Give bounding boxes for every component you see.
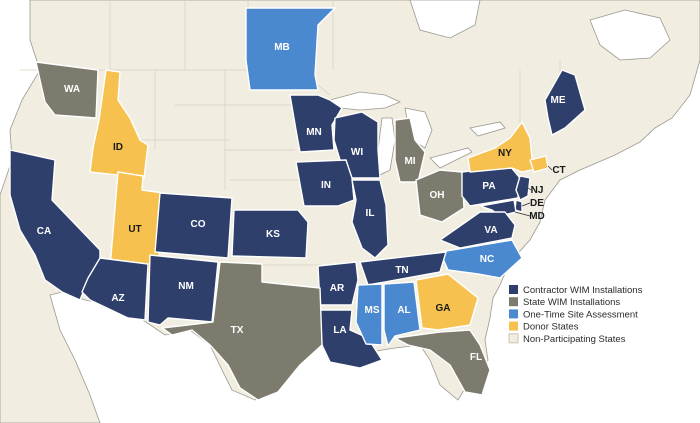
state-NJ xyxy=(515,175,531,201)
label-OH: OH xyxy=(430,190,445,201)
state-IL xyxy=(351,179,389,259)
label-AR: AR xyxy=(330,283,345,294)
state-TN xyxy=(359,251,447,286)
hudson-bay-water xyxy=(409,0,481,39)
state-AZ xyxy=(81,257,149,321)
state-CO xyxy=(154,192,233,259)
label-AZ: AZ xyxy=(111,293,124,304)
state-MD xyxy=(479,199,517,217)
label-ID: ID xyxy=(113,142,123,153)
label-NC: NC xyxy=(480,254,494,265)
province-border xyxy=(109,0,334,70)
leader-DE xyxy=(521,202,531,207)
label-UT: UT xyxy=(128,224,141,235)
gulf-of-st-lawrence xyxy=(589,9,671,61)
label-GA: GA xyxy=(436,303,451,314)
label-MI: MI xyxy=(404,156,415,167)
label-MN: MN xyxy=(306,127,322,138)
lake-ontario xyxy=(469,121,506,137)
state-MB xyxy=(245,7,336,91)
state-IN xyxy=(295,159,355,207)
state-TX xyxy=(161,261,323,401)
label-DE: DE xyxy=(530,198,544,209)
state-MI xyxy=(394,117,426,183)
state-MS xyxy=(355,283,383,346)
label-PA: PA xyxy=(482,181,495,192)
leader-lines xyxy=(514,165,553,217)
state-ME xyxy=(544,69,586,136)
label-NJ: NJ xyxy=(531,185,544,196)
state-OH xyxy=(415,169,465,223)
state-WA xyxy=(35,61,99,119)
state-NY xyxy=(467,121,541,173)
legend-label-onetime: One-Time Site Assessment xyxy=(523,309,638,320)
state-NC xyxy=(439,239,523,279)
state-GA xyxy=(415,273,479,331)
legend-swatch-onetime xyxy=(509,309,518,319)
label-CT: CT xyxy=(552,165,565,176)
label-WI: WI xyxy=(351,147,363,158)
label-TX: TX xyxy=(231,325,244,336)
leader-CT xyxy=(547,165,553,171)
lake-erie xyxy=(429,147,473,169)
legend-swatch-contractor xyxy=(509,285,518,294)
label-NY: NY xyxy=(498,148,512,159)
legend-label-nonpart: Non-Participating States xyxy=(523,334,626,345)
legend-swatch-donor xyxy=(509,321,518,331)
label-AL: AL xyxy=(397,305,410,316)
label-CO: CO xyxy=(191,219,206,230)
label-MD: MD xyxy=(529,211,545,222)
label-IN: IN xyxy=(321,180,331,191)
legend-label-donor: Donor States xyxy=(523,322,579,333)
state-labels: WA ID UT CA AZ NM CO KS MB MN WI IN IL M… xyxy=(37,42,566,363)
label-CA: CA xyxy=(37,226,51,237)
legend-swatch-state xyxy=(509,297,518,307)
states-layer xyxy=(9,7,586,401)
label-MS: MS xyxy=(365,305,380,316)
leader-NJ xyxy=(527,187,532,191)
state-CA xyxy=(9,149,101,301)
label-NM: NM xyxy=(178,281,194,292)
state-FL xyxy=(394,329,491,396)
label-ME: ME xyxy=(551,95,566,106)
label-KS: KS xyxy=(266,229,280,240)
label-WA: WA xyxy=(64,84,80,95)
state-MN xyxy=(289,94,343,153)
state-AL xyxy=(383,281,421,347)
state-CT xyxy=(529,155,549,173)
state-NM xyxy=(147,254,219,326)
legend-label-state: State WIM Installations xyxy=(523,297,620,308)
label-MB: MB xyxy=(274,42,290,53)
lake-superior xyxy=(329,91,402,111)
label-LA: LA xyxy=(333,325,346,336)
state-LA xyxy=(319,309,383,369)
label-VA: VA xyxy=(484,225,497,236)
leader-MD xyxy=(514,211,531,217)
legend-swatch-nonpart xyxy=(508,333,519,344)
state-KS xyxy=(231,209,309,259)
label-FL: FL xyxy=(470,352,482,363)
label-IL: IL xyxy=(366,208,375,219)
label-TN: TN xyxy=(395,265,408,276)
legend-label-contractor: Contractor WIM Installations xyxy=(523,285,643,296)
state-ID xyxy=(89,69,149,179)
